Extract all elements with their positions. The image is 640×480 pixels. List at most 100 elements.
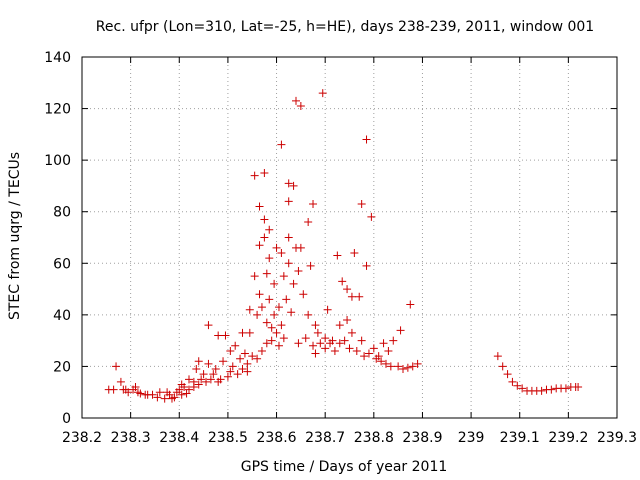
data-point: [284, 233, 293, 242]
data-point: [377, 357, 386, 366]
data-point: [236, 354, 245, 363]
data-point: [204, 321, 213, 330]
data-point: [272, 328, 281, 337]
data-point: [262, 339, 271, 348]
data-point: [274, 341, 283, 350]
data-point: [284, 179, 293, 188]
y-tick-label: 20: [53, 359, 71, 375]
data-point: [345, 344, 354, 353]
data-point: [238, 365, 247, 374]
data-point: [253, 310, 262, 319]
data-point: [360, 352, 369, 361]
data-point: [160, 394, 169, 403]
data-point: [257, 346, 266, 355]
x-tick-label: 239: [458, 430, 485, 446]
data-point: [265, 254, 274, 263]
data-point: [574, 383, 583, 392]
data-point: [347, 292, 356, 301]
data-point: [245, 305, 254, 314]
data-point: [306, 261, 315, 270]
data-point: [321, 344, 330, 353]
data-point: [194, 357, 203, 366]
data-point: [238, 328, 247, 337]
y-tick-label: 100: [44, 153, 71, 169]
data-point: [277, 140, 286, 149]
data-point: [202, 377, 211, 386]
x-tick-label: 238.7: [305, 430, 345, 446]
data-point: [333, 251, 342, 260]
axis-ticks: [81, 56, 618, 419]
data-point: [177, 390, 186, 399]
y-tick-label: 60: [53, 256, 71, 272]
data-point: [503, 370, 512, 379]
data-point: [282, 295, 291, 304]
data-point: [309, 341, 318, 350]
plot-frame: [81, 56, 618, 419]
data-point: [374, 352, 383, 361]
data-point: [131, 383, 140, 392]
data-point: [287, 308, 296, 317]
data-point: [384, 346, 393, 355]
data-point: [518, 384, 527, 393]
data-point: [313, 328, 322, 337]
x-tick-label: 239.3: [597, 430, 637, 446]
x-axis-title: GPS time / Days of year 2011: [241, 459, 448, 475]
data-point: [369, 344, 378, 353]
data-point: [209, 370, 218, 379]
data-point: [343, 285, 352, 294]
data-point: [216, 375, 225, 384]
data-point: [255, 202, 264, 211]
y-tick-label: 140: [44, 50, 71, 66]
x-tick-label: 238.4: [159, 430, 199, 446]
grid-lines: [82, 57, 617, 418]
data-point: [316, 339, 325, 348]
data-point: [355, 292, 364, 301]
data-point: [537, 386, 546, 395]
data-point: [185, 375, 193, 384]
data-point: [223, 372, 232, 381]
data-point: [189, 377, 198, 386]
data-point: [309, 199, 318, 208]
data-point: [311, 349, 320, 358]
chart-title: Rec. ufpr (Lon=310, Lat=-25, h=HE), days…: [96, 19, 594, 35]
data-point: [301, 334, 310, 343]
data-point: [255, 241, 264, 250]
data-point: [197, 375, 206, 384]
data-point: [408, 362, 417, 371]
data-point: [204, 359, 213, 368]
data-point: [403, 363, 412, 372]
x-tick-label: 239.1: [500, 430, 540, 446]
data-point: [381, 359, 390, 368]
data-point: [250, 272, 259, 281]
x-tick-label: 238.3: [111, 430, 151, 446]
data-point: [498, 362, 507, 371]
data-point: [136, 389, 145, 398]
data-point: [335, 339, 344, 348]
y-tick-label: 80: [53, 205, 71, 221]
data-point: [250, 171, 259, 180]
data-point: [508, 377, 517, 386]
data-point: [394, 362, 403, 371]
x-tick-label: 238.9: [402, 430, 442, 446]
data-point: [192, 365, 201, 374]
data-point: [260, 215, 269, 224]
data-point: [153, 393, 162, 402]
data-point: [304, 218, 313, 227]
data-point: [180, 383, 189, 392]
data-point: [124, 388, 133, 397]
data-point: [493, 352, 502, 361]
data-point: [270, 279, 279, 288]
data-point: [148, 390, 157, 399]
data-point: [413, 359, 422, 368]
x-tick-label: 238.6: [256, 430, 296, 446]
data-point: [233, 370, 242, 379]
data-point: [379, 339, 388, 348]
data-point: [304, 310, 313, 319]
data-point: [289, 181, 298, 190]
data-point: [343, 316, 352, 325]
data-point: [267, 323, 276, 332]
data-point: [262, 318, 271, 327]
data-point: [170, 393, 179, 402]
data-point: [347, 328, 356, 337]
y-tick-label: 120: [44, 102, 71, 118]
